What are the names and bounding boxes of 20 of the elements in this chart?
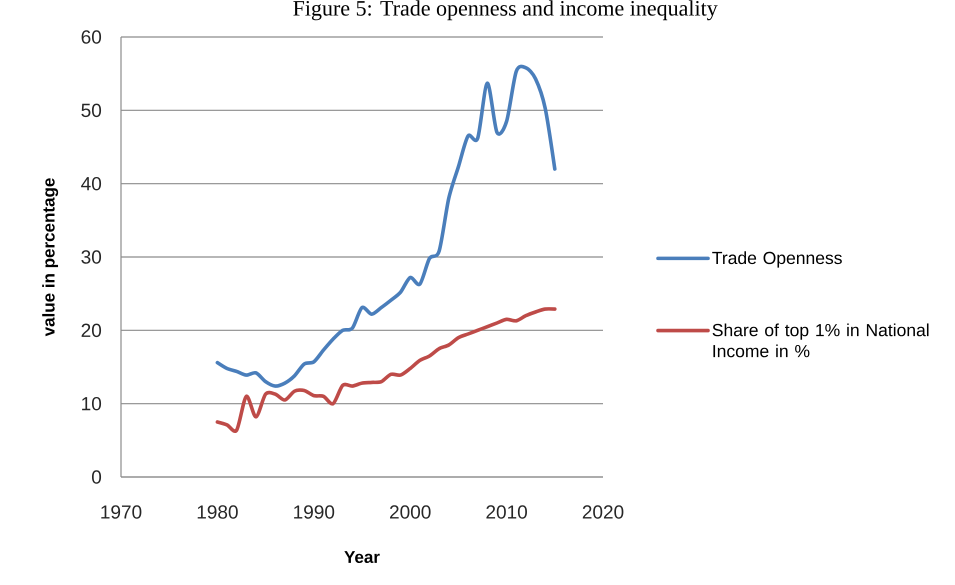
y-tick-label: 0: [92, 470, 102, 484]
x-tick-label: 1970: [101, 505, 142, 519]
legend-label: Trade Openness: [712, 251, 842, 268]
y-axis-title: value in percentage: [42, 178, 58, 336]
line-series: [216, 307, 557, 432]
line-series: [216, 66, 557, 388]
legend-label: Share of top 1% in National Income in %: [712, 323, 929, 358]
y-tick-label: 10: [82, 396, 102, 410]
y-tick-label: 30: [81, 250, 102, 264]
x-tick-label: 2020: [582, 505, 624, 519]
x-tick-label: 1980: [198, 505, 238, 519]
x-axis-title: Year: [344, 551, 380, 564]
y-tick-label: 20: [82, 324, 102, 338]
y-tick-label: 50: [81, 104, 102, 118]
x-tick-label: 2010: [486, 505, 527, 519]
chart-title: Figure 5: Trade openness and income inequality: [293, 0, 718, 20]
y-tick-label: 60: [82, 30, 102, 44]
x-tick-label: 1990: [294, 505, 334, 519]
y-tick-label: 40: [81, 176, 102, 190]
x-tick-label: 2000: [390, 505, 431, 519]
